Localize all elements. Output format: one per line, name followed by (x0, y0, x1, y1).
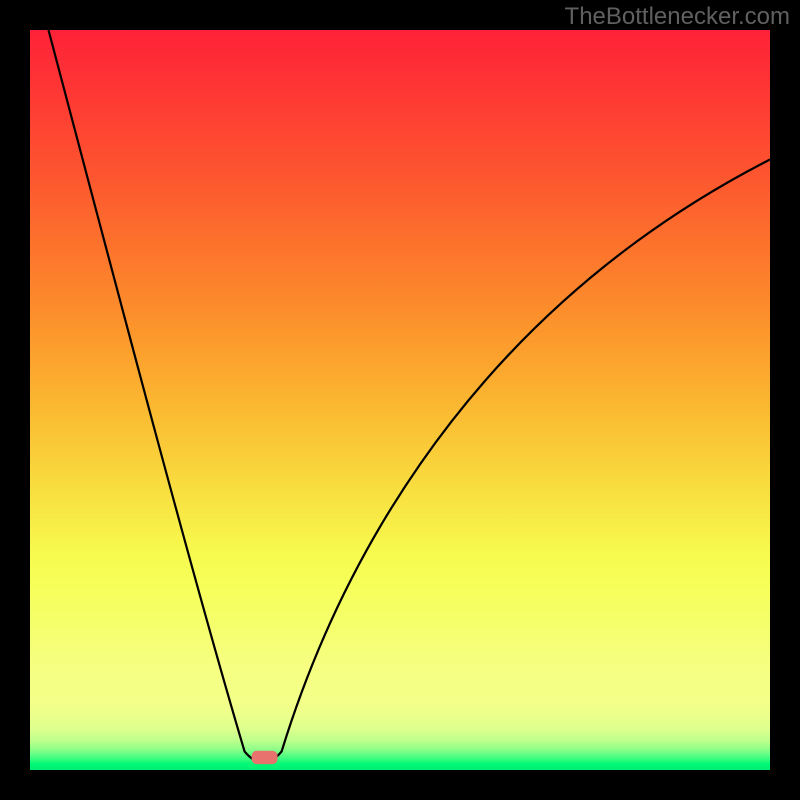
watermark-text: TheBottlenecker.com (565, 3, 790, 31)
bottleneck-chart (0, 0, 800, 800)
chart-frame: TheBottlenecker.com (0, 0, 800, 800)
optimal-point-marker (252, 751, 278, 764)
plot-background (30, 30, 770, 770)
